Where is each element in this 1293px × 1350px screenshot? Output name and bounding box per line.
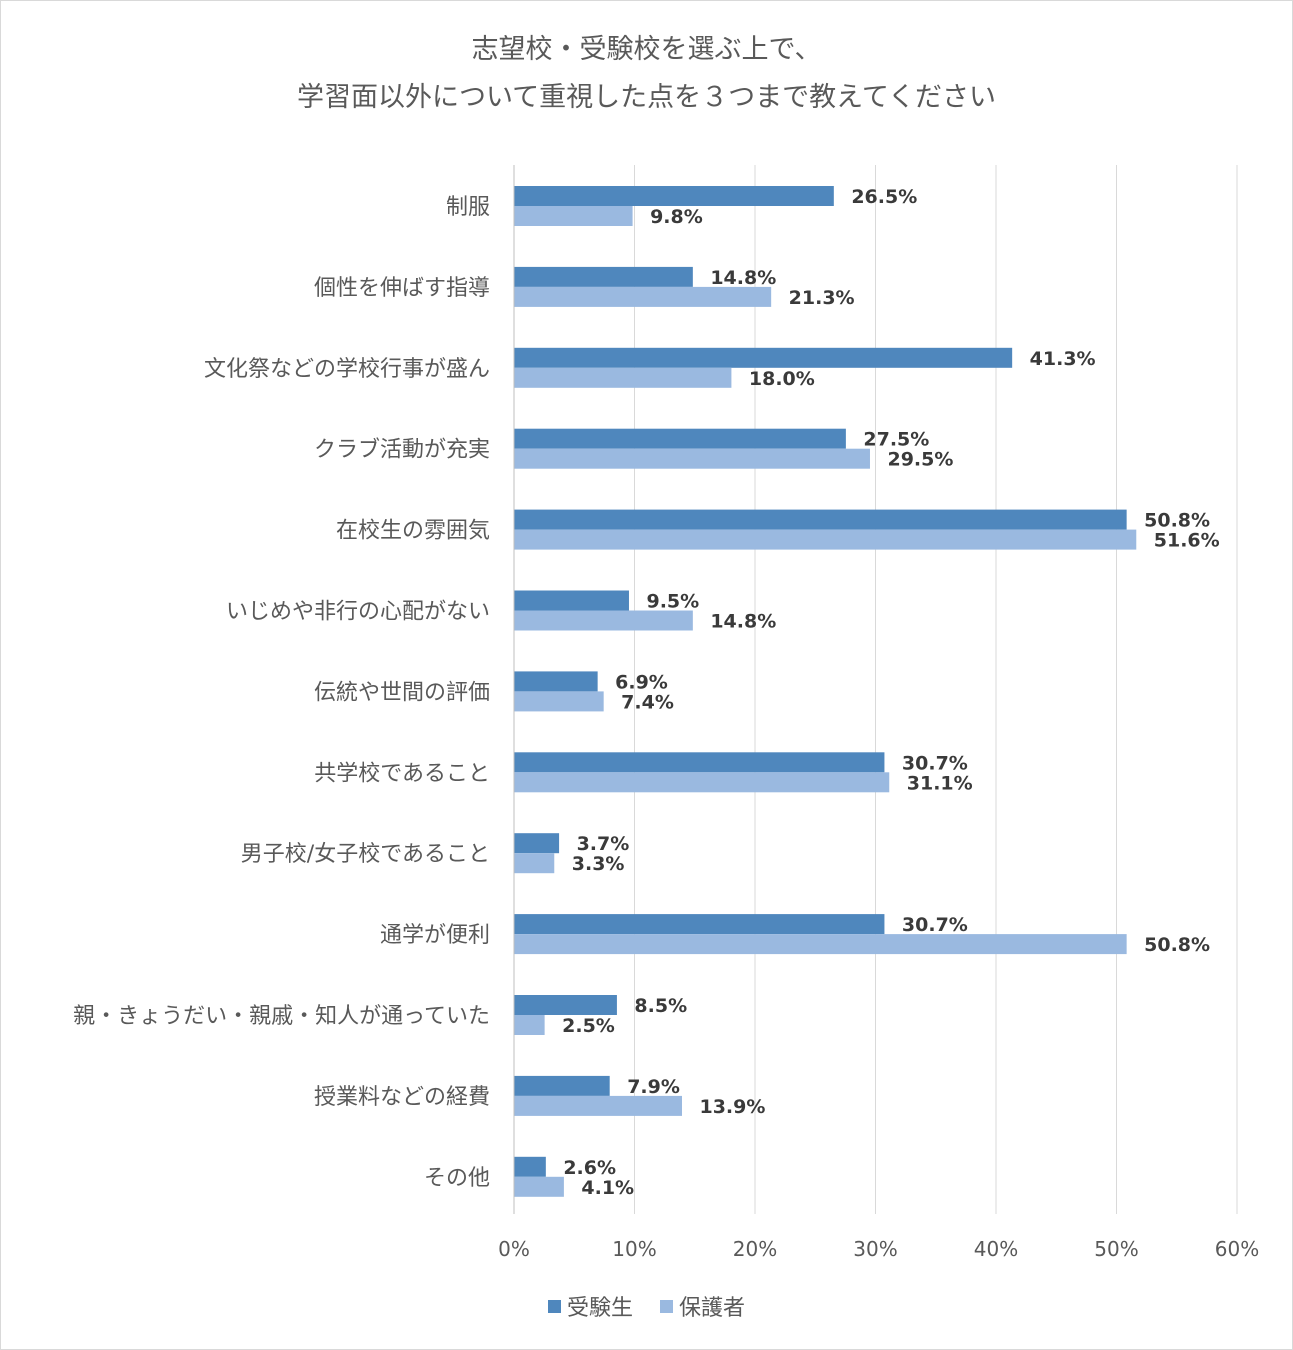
bar-students bbox=[514, 1156, 546, 1177]
category-label: 通学が便利 bbox=[380, 923, 490, 948]
legend: 受験生 保護者 bbox=[0, 1290, 1293, 1322]
legend-item-parents: 保護者 bbox=[660, 1290, 745, 1322]
bar-parents bbox=[514, 367, 732, 388]
bar-parents bbox=[514, 448, 870, 469]
bar-parents bbox=[514, 610, 693, 631]
category-label: 授業料などの経費 bbox=[314, 1085, 490, 1110]
data-label-students: 3.7% bbox=[577, 833, 630, 855]
bar-parents bbox=[514, 529, 1137, 550]
bar-parents bbox=[514, 286, 772, 307]
data-label-parents: 4.1% bbox=[581, 1177, 634, 1199]
x-tick-label: 60% bbox=[1215, 1237, 1259, 1261]
legend-item-students: 受験生 bbox=[547, 1290, 633, 1322]
data-label-students: 41.3% bbox=[1030, 348, 1096, 370]
category-label: 制服 bbox=[446, 195, 490, 220]
data-label-parents: 18.0% bbox=[749, 368, 815, 390]
bar-students bbox=[514, 833, 560, 854]
data-label-students: 9.5% bbox=[646, 591, 699, 613]
chart-title: 志望校・受験校を選ぶ上で、 学習面以外について重視した点を３つまで教えてください bbox=[0, 26, 1293, 122]
bar-students bbox=[514, 671, 598, 692]
x-tick-label: 10% bbox=[612, 1237, 656, 1261]
category-label: クラブ活動が充実 bbox=[314, 438, 490, 463]
chart-title-line-1: 志望校・受験校を選ぶ上で、 bbox=[471, 34, 822, 65]
data-label-students: 26.5% bbox=[851, 186, 917, 208]
data-label-parents: 51.6% bbox=[1154, 530, 1220, 552]
bar-students bbox=[514, 509, 1127, 530]
bar-parents bbox=[514, 1015, 545, 1035]
legend-label-parents: 保護者 bbox=[679, 1296, 746, 1321]
bar-parents bbox=[514, 934, 1127, 955]
bar-parents bbox=[514, 691, 604, 712]
x-tick-label: 20% bbox=[733, 1237, 777, 1261]
category-label: 在校生の雰囲気 bbox=[336, 519, 490, 544]
data-label-students: 30.7% bbox=[902, 752, 968, 774]
category-label: 個性を伸ばす指導 bbox=[314, 276, 490, 301]
data-label-parents: 3.3% bbox=[572, 853, 625, 875]
bar-students bbox=[514, 590, 629, 611]
data-label-parents: 14.8% bbox=[710, 611, 776, 633]
bar-students bbox=[514, 1075, 610, 1096]
bar-parents bbox=[514, 1095, 682, 1116]
x-tick-label: 30% bbox=[853, 1237, 897, 1261]
bar-parents bbox=[514, 206, 633, 226]
x-tick-label: 0% bbox=[498, 1237, 530, 1261]
bar-parents bbox=[514, 853, 555, 874]
data-label-students: 14.8% bbox=[710, 267, 776, 289]
data-label-students: 30.7% bbox=[902, 914, 968, 936]
data-label-parents: 29.5% bbox=[887, 449, 953, 471]
bar-parents bbox=[514, 1176, 564, 1197]
bar-parents bbox=[514, 772, 890, 793]
bar-students bbox=[514, 995, 617, 1015]
data-label-students: 6.9% bbox=[615, 671, 668, 693]
category-label: いじめや非行の心配がない bbox=[226, 600, 490, 625]
legend-label-students: 受験生 bbox=[566, 1296, 633, 1321]
category-label: その他 bbox=[424, 1166, 490, 1191]
bar-students bbox=[514, 752, 885, 773]
legend-swatch-parents bbox=[660, 1299, 673, 1313]
data-label-students: 7.9% bbox=[627, 1076, 680, 1098]
data-label-students: 2.6% bbox=[563, 1157, 616, 1179]
x-tick-label: 50% bbox=[1094, 1237, 1138, 1261]
bar-students bbox=[514, 186, 834, 206]
category-label: 伝統や世間の評価 bbox=[314, 680, 490, 705]
data-label-students: 8.5% bbox=[634, 995, 687, 1017]
data-label-students: 27.5% bbox=[863, 429, 929, 451]
data-label-students: 50.8% bbox=[1144, 510, 1210, 532]
bar-students bbox=[514, 266, 693, 287]
chart-title-line-2: 学習面以外について重視した点を３つまで教えてください bbox=[296, 82, 997, 113]
bar-students bbox=[514, 914, 885, 935]
data-label-parents: 9.8% bbox=[650, 206, 703, 228]
data-label-parents: 7.4% bbox=[621, 691, 674, 713]
category-label: 文化祭などの学校行事が盛ん bbox=[204, 357, 490, 382]
data-label-parents: 31.1% bbox=[907, 772, 973, 794]
data-label-parents: 2.5% bbox=[562, 1015, 615, 1037]
data-label-parents: 21.3% bbox=[789, 287, 855, 309]
category-label: 共学校であること bbox=[314, 761, 490, 786]
legend-swatch-students bbox=[547, 1299, 561, 1313]
category-label: 男子校/女子校であること bbox=[241, 842, 490, 867]
bar-students bbox=[514, 347, 1013, 368]
data-label-parents: 50.8% bbox=[1144, 934, 1210, 956]
x-tick-label: 40% bbox=[974, 1237, 1018, 1261]
data-label-parents: 13.9% bbox=[699, 1096, 765, 1118]
bar-students bbox=[514, 428, 846, 449]
category-label: 親・きょうだい・親戚・知人が通っていた bbox=[73, 1004, 490, 1029]
